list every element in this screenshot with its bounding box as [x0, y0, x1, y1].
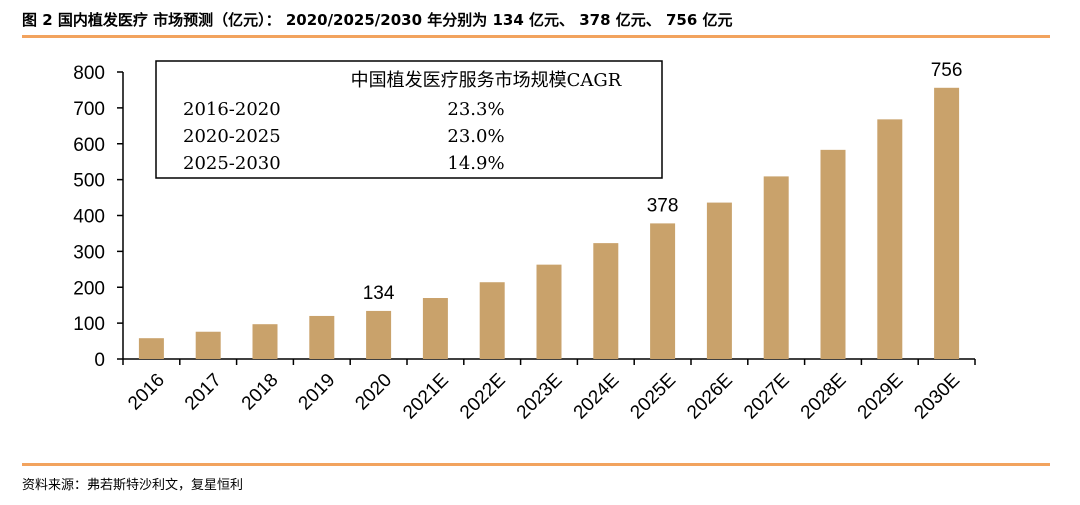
- data-label: 756: [931, 60, 963, 81]
- bar-2022E: [479, 282, 505, 359]
- y-tick-label: 800: [73, 63, 105, 84]
- bar-2017: [195, 331, 221, 359]
- bar-2018: [252, 324, 278, 359]
- bottom-rule: [22, 463, 1050, 466]
- y-tick-label: 400: [73, 207, 105, 228]
- x-tick-label: 2023E: [513, 370, 567, 424]
- x-tick-label: 2028E: [797, 370, 851, 424]
- cagr-row-value: 14.9%: [447, 153, 504, 174]
- figure-title: 图 2 国内植发医疗 市场预测（亿元）： 2020/2025/2030 年分别为…: [22, 11, 733, 29]
- bar-2030E: [934, 87, 960, 359]
- cagr-row-period: 2020-2025: [183, 126, 281, 147]
- bar-2029E: [877, 119, 903, 359]
- y-tick-label: 200: [73, 278, 105, 299]
- y-tick-label: 600: [73, 135, 105, 156]
- bar-2016: [138, 338, 164, 359]
- y-tick-label: 300: [73, 242, 105, 263]
- y-axis: 0 100 200 300 400 500 600 700 800: [73, 63, 124, 371]
- data-label: 134: [363, 283, 395, 304]
- x-tick-label: 2017: [181, 370, 226, 415]
- bar-2021E: [422, 298, 448, 359]
- bars: [138, 87, 960, 359]
- bar-2027E: [763, 176, 789, 359]
- bar-2026E: [706, 202, 732, 359]
- cagr-row-value: 23.0%: [447, 126, 504, 147]
- data-labels: 134 378 756: [363, 60, 963, 304]
- x-tick-label: 2018: [238, 370, 283, 415]
- y-tick-label: 700: [73, 99, 105, 120]
- x-tick-label: 2029E: [854, 370, 908, 424]
- source-note: 资料来源：弗若斯特沙利文，复星恒利: [22, 478, 244, 493]
- cagr-table-title: 中国植发医疗服务市场规模CAGR: [351, 70, 622, 91]
- bar-2023E: [536, 264, 562, 359]
- cagr-table-border: [155, 60, 663, 179]
- bar-2024E: [593, 243, 619, 359]
- data-label: 378: [647, 195, 679, 216]
- cagr-row-period: 2016-2020: [183, 99, 281, 120]
- top-rule: [22, 35, 1050, 38]
- x-axis: 2016 2017 2018 2019 2020 2021E 2022E 2023E 2024E…: [122, 358, 976, 424]
- x-tick-label: 2025E: [626, 370, 680, 424]
- x-tick-label: 2024E: [570, 370, 624, 424]
- y-tick-label: 500: [73, 171, 105, 192]
- x-tick-label: 2026E: [683, 370, 737, 424]
- x-tick-label: 2019: [295, 370, 340, 415]
- cagr-row-period: 2025-2030: [183, 153, 281, 174]
- cagr-row-value: 23.3%: [447, 99, 504, 120]
- x-tick-label: 2022E: [456, 370, 510, 424]
- x-tick-label: 2016: [124, 370, 169, 415]
- bar-2028E: [820, 149, 846, 359]
- x-tick-label: 2027E: [740, 370, 794, 424]
- x-tick-label: 2021E: [399, 370, 453, 424]
- bar-2020: [366, 310, 392, 359]
- y-tick-label: 100: [73, 314, 105, 335]
- bar-2019: [309, 315, 335, 359]
- x-tick-label: 2030E: [910, 370, 964, 424]
- bar-2025E: [650, 223, 676, 359]
- x-tick-label: 2020: [351, 370, 396, 415]
- y-tick-label: 0: [94, 350, 105, 371]
- cagr-table: 中国植发医疗服务市场规模CAGR 2016-2020 23.3% 2020-20…: [155, 60, 663, 179]
